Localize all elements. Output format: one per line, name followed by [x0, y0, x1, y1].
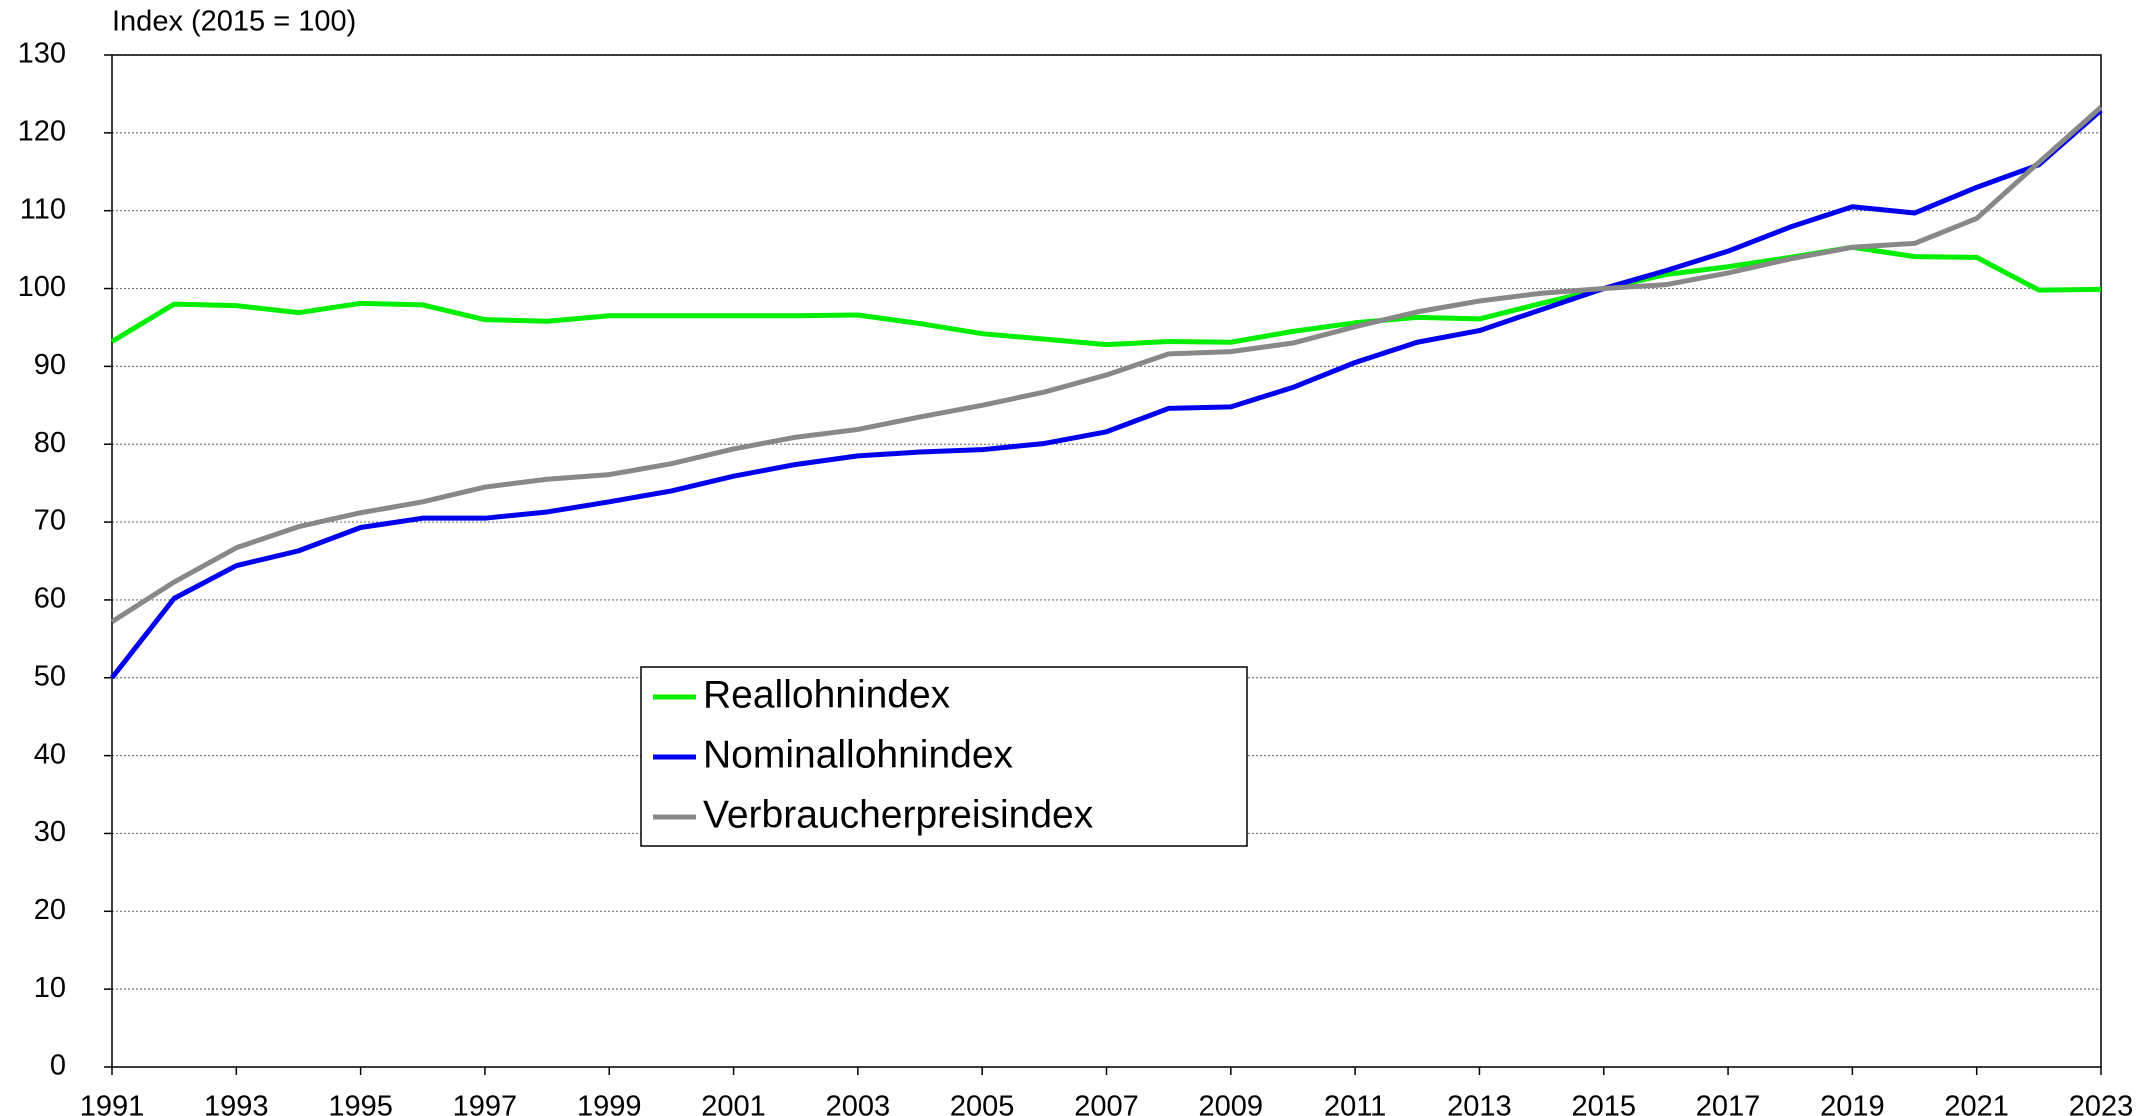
x-tick-label: 2001 — [701, 1091, 766, 1116]
y-tick-label: 130 — [18, 38, 66, 70]
x-tick-label: 1995 — [328, 1091, 393, 1116]
series-line — [110, 108, 2103, 680]
y-tick-label: 10 — [34, 972, 66, 1004]
legend-box — [640, 666, 1248, 847]
legend-label: Verbraucherpreisindex — [703, 793, 1094, 836]
legend-label: Nominallohnindex — [703, 733, 1014, 776]
y-tick-label: 0 — [50, 1050, 66, 1082]
y-tick-label: 20 — [34, 894, 66, 926]
legend: Reallohnindex Nominallohnindex Verbraucher… — [640, 666, 1248, 847]
x-tick-label: 1993 — [204, 1091, 269, 1116]
y-tick-label: 50 — [34, 660, 66, 692]
y-tick-label: 100 — [18, 271, 66, 303]
y-tick-label: 80 — [34, 427, 66, 459]
x-tick-label: 2013 — [1447, 1091, 1512, 1116]
series-line — [110, 105, 2103, 624]
y-tick-label: 70 — [34, 505, 66, 537]
y-tick-label: 90 — [34, 349, 66, 381]
x-tick-label: 1999 — [577, 1091, 642, 1116]
y-tick-label: 40 — [34, 738, 66, 770]
x-tick-label: 2003 — [826, 1091, 891, 1116]
y-tick-label: 60 — [34, 583, 66, 615]
x-tick-label: 2023 — [2069, 1091, 2134, 1116]
y-tick-label: 30 — [34, 816, 66, 848]
plot-frame — [111, 54, 2102, 1068]
x-tick-label: 2005 — [950, 1091, 1015, 1116]
x-tick-label: 2017 — [1696, 1091, 1761, 1116]
x-tick-label: 2021 — [1944, 1091, 2009, 1116]
x-tick-label: 1991 — [80, 1091, 145, 1116]
x-tick-label: 2007 — [1074, 1091, 1139, 1116]
y-tick-label: 120 — [18, 116, 66, 148]
y-tick-label: 110 — [20, 193, 66, 225]
x-tick-label: 2019 — [1820, 1091, 1885, 1116]
chart-title: Index (2015 = 100) — [112, 6, 356, 38]
x-tick-label: 1997 — [453, 1091, 518, 1116]
series-line — [110, 244, 2102, 348]
x-tick-label: 2011 — [1324, 1091, 1386, 1116]
legend-label: Reallohnindex — [703, 673, 951, 716]
x-tick-label: 2009 — [1199, 1091, 1264, 1116]
x-tick-label: 2015 — [1571, 1091, 1636, 1116]
